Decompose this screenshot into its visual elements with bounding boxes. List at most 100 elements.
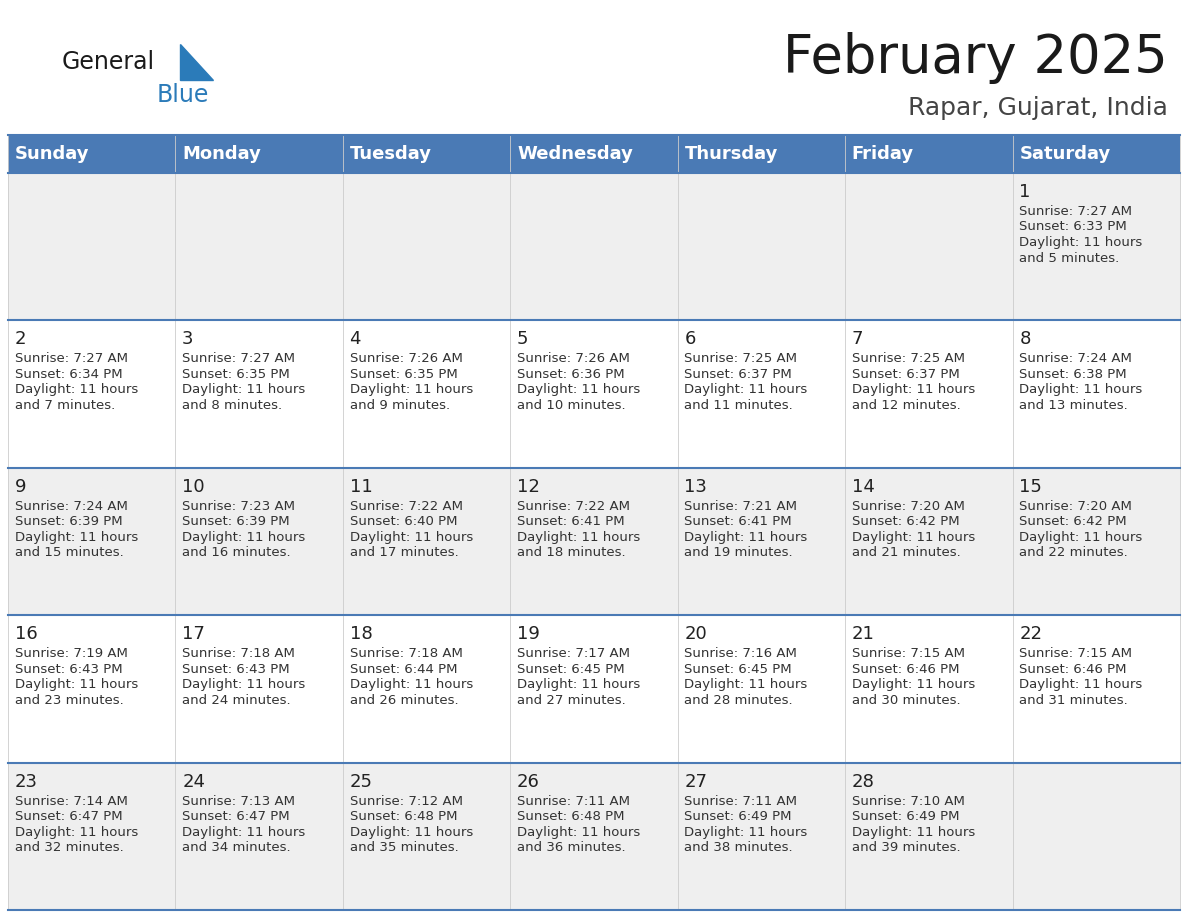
Text: and 35 minutes.: and 35 minutes. xyxy=(349,841,459,854)
Text: 1: 1 xyxy=(1019,183,1031,201)
Text: Sunrise: 7:11 AM: Sunrise: 7:11 AM xyxy=(517,795,630,808)
Bar xyxy=(677,468,845,615)
Text: Sunrise: 7:12 AM: Sunrise: 7:12 AM xyxy=(349,795,462,808)
Text: and 26 minutes.: and 26 minutes. xyxy=(349,694,459,707)
Bar xyxy=(845,135,1012,173)
Bar xyxy=(1012,468,1180,615)
Text: 22: 22 xyxy=(1019,625,1042,644)
Text: and 21 minutes.: and 21 minutes. xyxy=(852,546,961,559)
Text: and 15 minutes.: and 15 minutes. xyxy=(14,546,124,559)
Bar xyxy=(176,615,343,763)
Text: Sunrise: 7:20 AM: Sunrise: 7:20 AM xyxy=(852,499,965,513)
Bar xyxy=(8,468,176,615)
Text: Daylight: 11 hours: Daylight: 11 hours xyxy=(517,531,640,543)
Bar xyxy=(511,173,677,320)
Text: Sunset: 6:41 PM: Sunset: 6:41 PM xyxy=(517,515,625,528)
Text: Daylight: 11 hours: Daylight: 11 hours xyxy=(852,384,975,397)
Text: Sunset: 6:37 PM: Sunset: 6:37 PM xyxy=(684,368,792,381)
Text: Daylight: 11 hours: Daylight: 11 hours xyxy=(684,384,808,397)
Text: Daylight: 11 hours: Daylight: 11 hours xyxy=(14,825,138,839)
Bar xyxy=(343,135,511,173)
Text: and 16 minutes.: and 16 minutes. xyxy=(182,546,291,559)
Text: Daylight: 11 hours: Daylight: 11 hours xyxy=(14,531,138,543)
Bar xyxy=(176,135,343,173)
Text: Sunrise: 7:20 AM: Sunrise: 7:20 AM xyxy=(1019,499,1132,513)
Text: Daylight: 11 hours: Daylight: 11 hours xyxy=(684,678,808,691)
Text: Sunrise: 7:22 AM: Sunrise: 7:22 AM xyxy=(349,499,462,513)
Text: 23: 23 xyxy=(14,773,38,790)
Bar xyxy=(511,763,677,910)
Text: Daylight: 11 hours: Daylight: 11 hours xyxy=(517,678,640,691)
Text: 10: 10 xyxy=(182,477,204,496)
Bar xyxy=(8,173,176,320)
Bar xyxy=(176,173,343,320)
Bar xyxy=(1012,615,1180,763)
Text: 26: 26 xyxy=(517,773,539,790)
Text: and 11 minutes.: and 11 minutes. xyxy=(684,399,794,412)
Text: Daylight: 11 hours: Daylight: 11 hours xyxy=(517,384,640,397)
Text: 24: 24 xyxy=(182,773,206,790)
Text: 9: 9 xyxy=(14,477,26,496)
Text: Sunset: 6:49 PM: Sunset: 6:49 PM xyxy=(852,810,960,823)
Text: 6: 6 xyxy=(684,330,696,349)
Text: Sunset: 6:45 PM: Sunset: 6:45 PM xyxy=(684,663,792,676)
Text: Friday: Friday xyxy=(852,145,914,163)
Text: Daylight: 11 hours: Daylight: 11 hours xyxy=(1019,678,1143,691)
Text: Daylight: 11 hours: Daylight: 11 hours xyxy=(182,531,305,543)
Bar xyxy=(8,320,176,468)
Bar xyxy=(511,468,677,615)
Text: Sunset: 6:34 PM: Sunset: 6:34 PM xyxy=(14,368,122,381)
Bar xyxy=(343,468,511,615)
Text: Sunset: 6:48 PM: Sunset: 6:48 PM xyxy=(517,810,625,823)
Bar xyxy=(511,320,677,468)
Text: Sunrise: 7:26 AM: Sunrise: 7:26 AM xyxy=(349,353,462,365)
Bar xyxy=(176,320,343,468)
Text: and 10 minutes.: and 10 minutes. xyxy=(517,399,626,412)
Text: Sunrise: 7:22 AM: Sunrise: 7:22 AM xyxy=(517,499,630,513)
Text: Sunrise: 7:24 AM: Sunrise: 7:24 AM xyxy=(1019,353,1132,365)
Text: 16: 16 xyxy=(14,625,38,644)
Text: Sunrise: 7:15 AM: Sunrise: 7:15 AM xyxy=(852,647,965,660)
Text: Daylight: 11 hours: Daylight: 11 hours xyxy=(684,825,808,839)
Bar xyxy=(845,615,1012,763)
Text: Sunrise: 7:25 AM: Sunrise: 7:25 AM xyxy=(684,353,797,365)
Text: Sunset: 6:39 PM: Sunset: 6:39 PM xyxy=(182,515,290,528)
Text: Sunrise: 7:27 AM: Sunrise: 7:27 AM xyxy=(182,353,295,365)
Text: 25: 25 xyxy=(349,773,373,790)
Polygon shape xyxy=(181,44,213,80)
Bar xyxy=(677,173,845,320)
Text: Daylight: 11 hours: Daylight: 11 hours xyxy=(852,678,975,691)
Text: Daylight: 11 hours: Daylight: 11 hours xyxy=(14,678,138,691)
Text: Sunrise: 7:19 AM: Sunrise: 7:19 AM xyxy=(14,647,127,660)
Bar xyxy=(8,135,176,173)
Text: Sunrise: 7:11 AM: Sunrise: 7:11 AM xyxy=(684,795,797,808)
Text: Daylight: 11 hours: Daylight: 11 hours xyxy=(349,531,473,543)
Text: Daylight: 11 hours: Daylight: 11 hours xyxy=(852,825,975,839)
Text: Sunrise: 7:14 AM: Sunrise: 7:14 AM xyxy=(14,795,127,808)
Bar xyxy=(1012,320,1180,468)
Text: 15: 15 xyxy=(1019,477,1042,496)
Text: Sunrise: 7:16 AM: Sunrise: 7:16 AM xyxy=(684,647,797,660)
Text: Sunday: Sunday xyxy=(14,145,89,163)
Text: and 36 minutes.: and 36 minutes. xyxy=(517,841,626,854)
Bar xyxy=(1012,763,1180,910)
Text: Daylight: 11 hours: Daylight: 11 hours xyxy=(182,384,305,397)
Text: 28: 28 xyxy=(852,773,874,790)
Text: Sunset: 6:42 PM: Sunset: 6:42 PM xyxy=(1019,515,1127,528)
Text: and 12 minutes.: and 12 minutes. xyxy=(852,399,961,412)
Text: 19: 19 xyxy=(517,625,539,644)
Text: Saturday: Saturday xyxy=(1019,145,1111,163)
Text: Sunrise: 7:17 AM: Sunrise: 7:17 AM xyxy=(517,647,630,660)
Bar xyxy=(677,320,845,468)
Text: and 19 minutes.: and 19 minutes. xyxy=(684,546,794,559)
Text: Daylight: 11 hours: Daylight: 11 hours xyxy=(349,825,473,839)
Bar xyxy=(677,615,845,763)
Text: Sunrise: 7:18 AM: Sunrise: 7:18 AM xyxy=(349,647,462,660)
Bar xyxy=(8,763,176,910)
Text: February 2025: February 2025 xyxy=(783,32,1168,84)
Text: and 39 minutes.: and 39 minutes. xyxy=(852,841,960,854)
Text: 17: 17 xyxy=(182,625,206,644)
Bar xyxy=(343,320,511,468)
Bar xyxy=(845,763,1012,910)
Text: Rapar, Gujarat, India: Rapar, Gujarat, India xyxy=(908,96,1168,120)
